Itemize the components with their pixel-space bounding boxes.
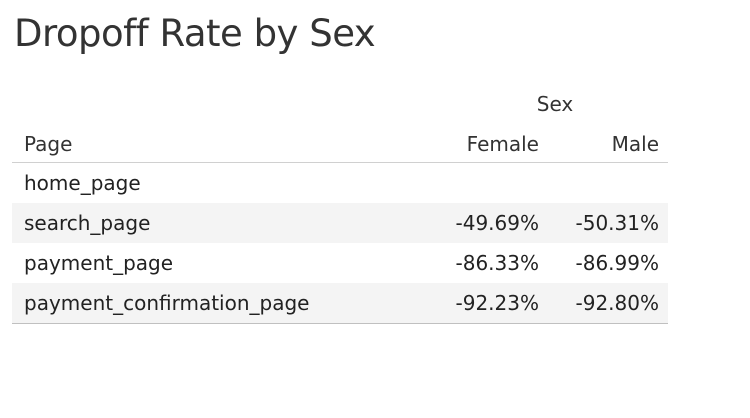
column-group-header: Sex [12,84,668,124]
value-female: -92.23% [455,291,539,315]
column-header-male: Male [611,132,659,156]
row-label: home_page [24,171,141,195]
value-male: -92.80% [575,291,659,315]
table-row: payment_confirmation_page -92.23% -92.80… [12,283,668,324]
column-header-female: Female [466,132,539,156]
row-label: payment_page [24,251,174,275]
value-female: -49.69% [455,211,539,235]
value-male: -50.31% [575,211,659,235]
value-female: -86.33% [455,251,539,275]
table-row: payment_page -86.33% -86.99% [12,243,668,283]
chart-title: Dropoff Rate by Sex [14,12,376,55]
table-header-row: Page Female Male [12,124,668,163]
row-label: payment_confirmation_page [24,291,310,315]
row-header-label: Page [24,132,73,156]
table-row: search_page -49.69% -50.31% [12,203,668,243]
row-label: search_page [24,211,151,235]
column-group-label: Sex [536,92,574,116]
value-male: -86.99% [575,251,659,275]
dropoff-table: Sex Page Female Male home_page search_pa… [12,84,668,324]
table-row: home_page [12,163,668,203]
